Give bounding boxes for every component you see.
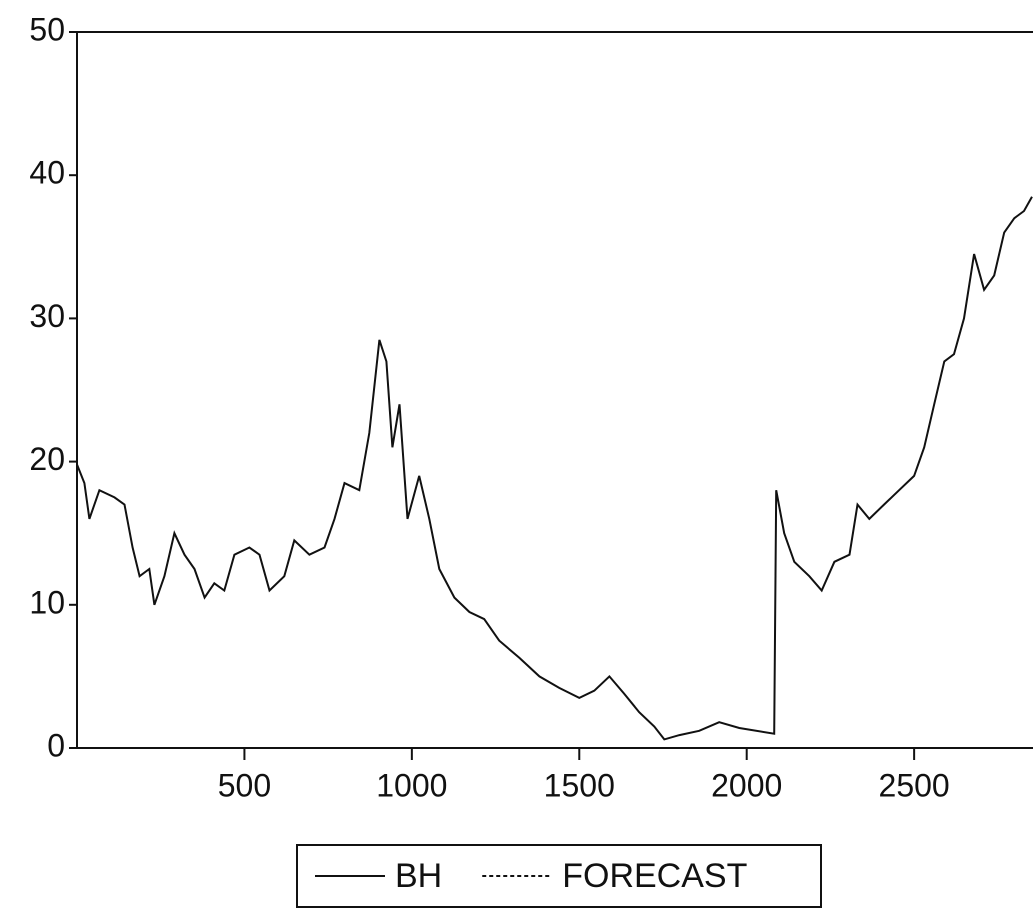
legend-label: FORECAST: [562, 857, 747, 895]
x-tick-label: 2000: [711, 767, 782, 803]
line-series: [77, 197, 1032, 740]
x-tick-label: 1500: [544, 767, 615, 803]
legend-label: BH: [395, 857, 442, 895]
y-tick-label: 40: [29, 155, 65, 191]
y-tick-label: 10: [29, 584, 65, 620]
x-tick-label: 2500: [879, 767, 950, 803]
plot-frame: [77, 32, 1033, 748]
y-tick-label: 0: [47, 727, 65, 763]
y-tick-label: 30: [29, 298, 65, 334]
x-tick-label: 1000: [376, 767, 447, 803]
x-tick-label: 500: [218, 767, 271, 803]
y-tick-label: 50: [29, 11, 65, 47]
y-tick-label: 20: [29, 441, 65, 477]
chart: 0 10 20 30 40 50 500 1000 1500 2000 2500 BH FORECAST: [0, 0, 1033, 916]
